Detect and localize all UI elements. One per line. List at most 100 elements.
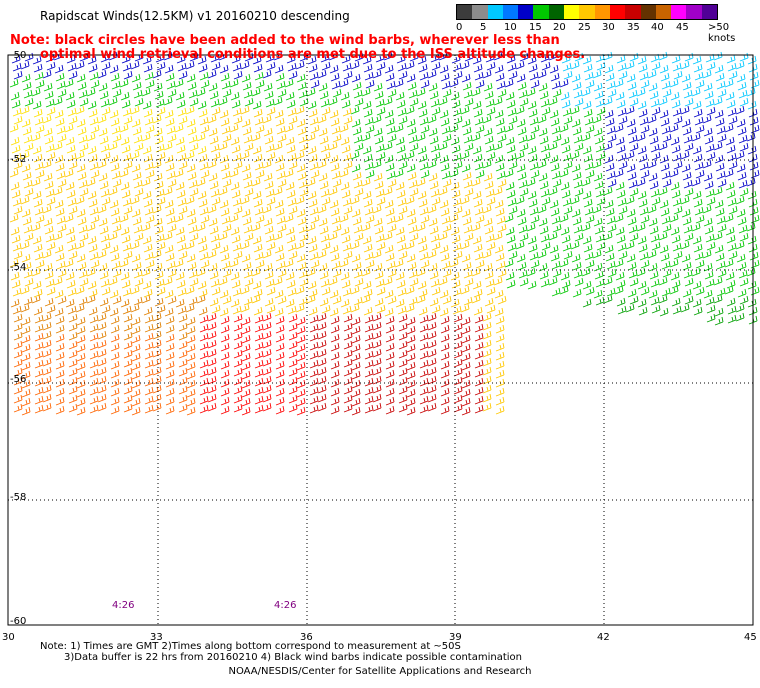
wind-barb xyxy=(735,105,745,115)
wind-barb xyxy=(427,384,437,394)
wind-barb xyxy=(673,115,683,125)
wind-barb xyxy=(229,123,239,133)
wind-barb xyxy=(263,82,273,92)
wind-barb xyxy=(230,91,240,101)
wind-barb xyxy=(494,289,504,299)
wind-barb xyxy=(351,352,361,362)
wind-barb xyxy=(122,197,132,207)
wind-barb xyxy=(638,153,648,163)
wind-barb xyxy=(295,285,305,295)
wind-barb xyxy=(737,216,747,226)
wind-barb xyxy=(474,161,484,171)
wind-barb xyxy=(131,163,141,173)
legend-swatch xyxy=(655,5,672,19)
wind-barb xyxy=(695,124,705,134)
wind-barb xyxy=(211,61,221,71)
wind-barb xyxy=(518,179,528,189)
pass-time-label: 4:26 xyxy=(274,600,297,611)
wind-barb xyxy=(746,177,756,187)
wind-barb xyxy=(121,234,131,244)
wind-barb xyxy=(625,60,635,70)
wind-barb xyxy=(254,251,264,261)
wind-barb xyxy=(629,52,639,62)
wind-barb xyxy=(629,142,639,152)
wind-barb xyxy=(715,117,725,127)
wind-barb xyxy=(529,206,539,216)
wind-barb xyxy=(262,159,272,169)
wind-barb xyxy=(44,90,54,100)
wind-barb xyxy=(429,297,439,307)
wind-barb xyxy=(482,348,492,358)
wind-barb xyxy=(175,226,185,236)
wind-barb xyxy=(274,307,284,317)
wind-barb xyxy=(581,87,591,97)
legend-labels: 0 5 10 15 20 25 30 35 40 45 >50 knots xyxy=(456,20,756,44)
wind-barb xyxy=(207,402,217,412)
wind-barb xyxy=(460,240,470,250)
wind-barb xyxy=(120,91,130,101)
wind-barb xyxy=(493,96,503,106)
legend-swatch xyxy=(609,5,626,19)
wind-barb xyxy=(319,270,329,280)
wind-barb xyxy=(309,395,319,405)
wind-barb xyxy=(647,114,657,124)
wind-barb xyxy=(277,268,287,278)
wind-barb xyxy=(364,332,374,342)
wind-barb xyxy=(453,394,463,404)
wind-barb xyxy=(372,204,382,214)
wind-barb xyxy=(396,189,406,199)
wind-barb xyxy=(464,277,474,287)
wind-barb xyxy=(34,71,44,81)
wind-barb xyxy=(494,109,504,119)
wind-barb xyxy=(21,343,31,353)
wind-barb xyxy=(473,198,483,208)
wind-barb xyxy=(42,204,52,214)
wind-barb xyxy=(66,99,76,109)
wind-barb xyxy=(156,241,166,251)
wind-barb xyxy=(460,150,470,160)
wind-barb xyxy=(199,332,209,342)
wind-barb xyxy=(22,126,32,136)
wind-barb xyxy=(497,133,507,143)
wind-barb xyxy=(406,397,416,407)
wind-barb xyxy=(64,123,74,133)
wind-barb xyxy=(739,277,749,287)
wind-barb xyxy=(222,295,232,305)
wind-barb xyxy=(607,223,617,233)
wind-barb xyxy=(680,303,690,313)
wind-barb xyxy=(483,127,493,137)
wind-barb xyxy=(210,233,220,243)
wind-barb xyxy=(484,225,494,235)
wind-barb xyxy=(384,109,394,119)
wind-barb xyxy=(717,178,727,188)
wind-barb xyxy=(562,197,572,207)
wind-barb xyxy=(306,177,316,187)
wind-barb xyxy=(438,141,448,151)
wind-barb xyxy=(273,96,283,106)
wind-barb xyxy=(262,330,272,340)
wind-barb xyxy=(594,135,604,145)
wind-barb xyxy=(529,161,539,171)
wind-barb xyxy=(21,253,31,263)
wind-barb xyxy=(560,271,570,281)
wind-barb xyxy=(329,109,339,119)
wind-barb xyxy=(574,277,584,287)
wind-barb xyxy=(154,180,164,190)
wind-barb xyxy=(119,168,129,178)
wind-barb xyxy=(485,143,495,153)
wind-barb xyxy=(152,402,162,412)
wind-barb xyxy=(384,154,394,164)
wind-barb xyxy=(307,55,317,65)
wind-barb xyxy=(251,87,261,97)
wind-barb xyxy=(88,63,98,73)
wind-barb xyxy=(340,181,350,191)
wind-barb xyxy=(144,332,154,342)
wind-barb xyxy=(625,150,635,160)
wind-barb xyxy=(211,286,221,296)
wind-barb xyxy=(680,105,690,115)
wind-barb xyxy=(572,171,582,181)
wind-barb xyxy=(538,172,548,182)
wind-barb xyxy=(507,242,517,252)
wind-barb xyxy=(548,276,558,286)
wind-barb xyxy=(728,115,738,125)
